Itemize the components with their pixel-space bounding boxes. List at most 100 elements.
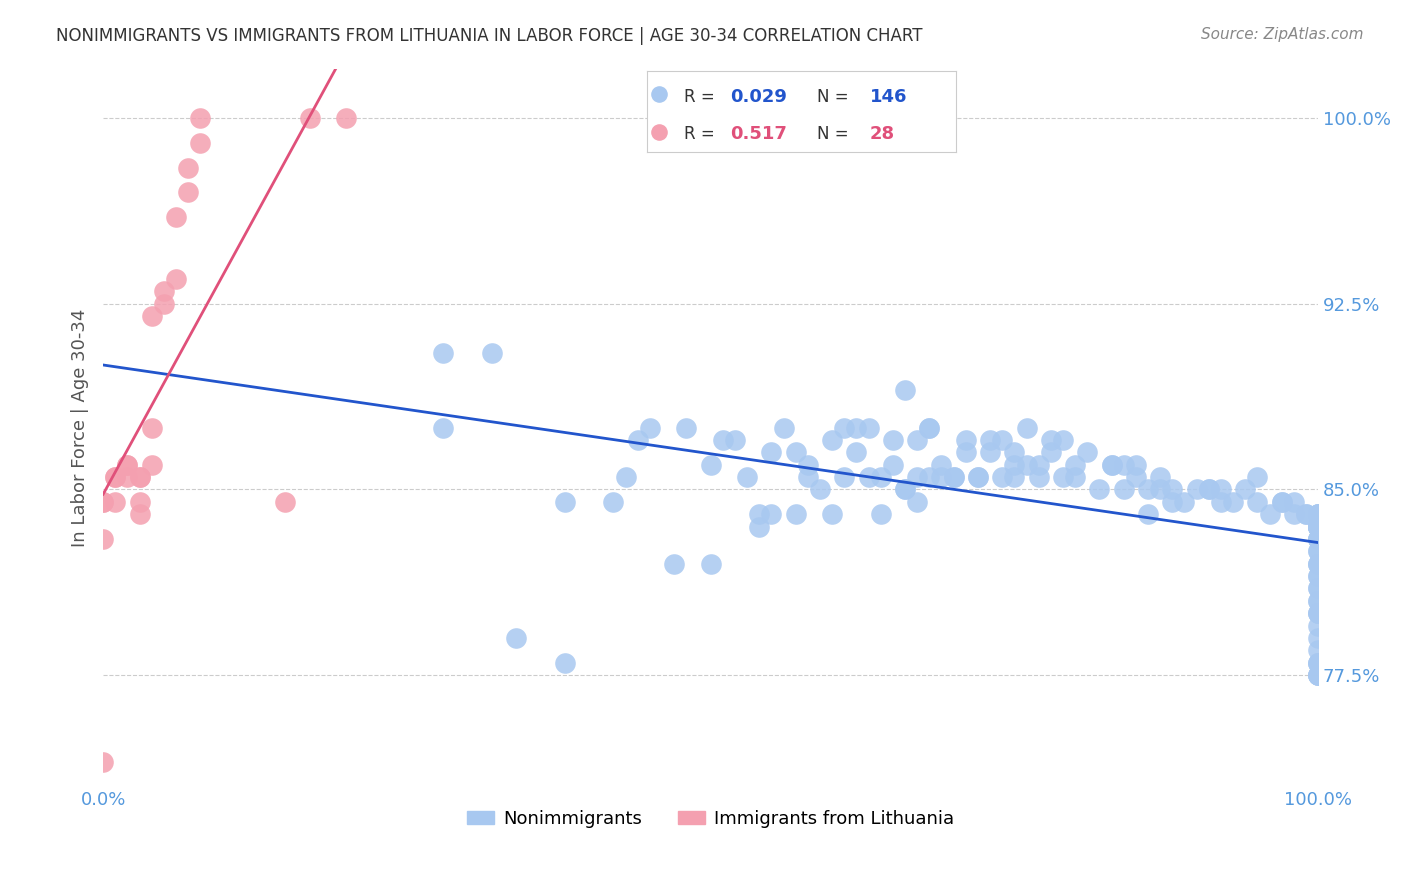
Point <box>1039 445 1062 459</box>
Point <box>153 296 176 310</box>
Point <box>274 495 297 509</box>
Point <box>1308 668 1330 682</box>
Point <box>1028 470 1050 484</box>
Point <box>942 470 965 484</box>
Point <box>748 507 770 521</box>
Point <box>894 483 917 497</box>
Point <box>117 458 139 472</box>
Point <box>1295 507 1317 521</box>
Point <box>931 470 953 484</box>
Point <box>711 433 734 447</box>
Point <box>1308 519 1330 533</box>
Point <box>298 111 321 125</box>
Point <box>991 433 1014 447</box>
Point <box>821 507 844 521</box>
Point <box>785 445 807 459</box>
Point <box>1308 656 1330 670</box>
Point <box>1002 470 1025 484</box>
Point <box>1308 618 1330 632</box>
Point <box>1308 569 1330 583</box>
Point <box>614 470 637 484</box>
Point <box>869 507 891 521</box>
Point <box>1308 606 1330 620</box>
Point <box>432 346 454 360</box>
Point <box>1308 519 1330 533</box>
Point <box>1125 458 1147 472</box>
Point <box>1209 495 1232 509</box>
Point <box>699 557 721 571</box>
Point <box>1101 458 1123 472</box>
Point <box>128 470 150 484</box>
Point <box>991 470 1014 484</box>
Text: N =: N = <box>817 88 853 106</box>
Point <box>761 445 783 459</box>
Point <box>141 420 163 434</box>
Point <box>1308 507 1330 521</box>
Point <box>1222 495 1244 509</box>
Point <box>882 433 904 447</box>
Point <box>1308 507 1330 521</box>
Point <box>1173 495 1195 509</box>
Point <box>481 346 503 360</box>
Point <box>1234 483 1257 497</box>
Point <box>845 420 868 434</box>
Point <box>91 532 114 546</box>
Point <box>602 495 624 509</box>
Point <box>128 495 150 509</box>
Point <box>1161 483 1184 497</box>
Point <box>979 445 1001 459</box>
Point <box>128 470 150 484</box>
Point <box>1137 483 1160 497</box>
Point <box>1308 507 1330 521</box>
Point <box>955 445 977 459</box>
Point <box>177 161 200 175</box>
Point <box>91 495 114 509</box>
Point <box>1308 631 1330 645</box>
Point <box>1308 656 1330 670</box>
Point <box>1308 532 1330 546</box>
Point <box>832 470 855 484</box>
Point <box>1308 668 1330 682</box>
Point <box>1112 483 1135 497</box>
Point <box>1064 470 1087 484</box>
Point <box>1002 458 1025 472</box>
Point <box>979 433 1001 447</box>
Point <box>554 495 576 509</box>
Text: Source: ZipAtlas.com: Source: ZipAtlas.com <box>1201 27 1364 42</box>
Text: R =: R = <box>683 125 720 143</box>
Point <box>772 420 794 434</box>
Point <box>1308 668 1330 682</box>
Point <box>808 483 831 497</box>
Point <box>1088 483 1111 497</box>
Point <box>797 470 820 484</box>
Point <box>894 483 917 497</box>
Point <box>1258 507 1281 521</box>
Point <box>1308 544 1330 558</box>
Point <box>664 557 686 571</box>
Point <box>821 433 844 447</box>
Point <box>1282 507 1305 521</box>
Point <box>1015 458 1038 472</box>
Point <box>1308 557 1330 571</box>
Point <box>1125 470 1147 484</box>
Point <box>869 470 891 484</box>
Point <box>1308 519 1330 533</box>
Point <box>1076 445 1098 459</box>
Point <box>188 136 211 150</box>
Legend: Nonimmigrants, Immigrants from Lithuania: Nonimmigrants, Immigrants from Lithuania <box>460 803 962 835</box>
Text: 28: 28 <box>869 125 894 143</box>
Point <box>724 433 747 447</box>
Point <box>699 458 721 472</box>
Point <box>141 458 163 472</box>
Point <box>1002 445 1025 459</box>
Point <box>1308 594 1330 608</box>
Point <box>627 433 650 447</box>
Point <box>554 656 576 670</box>
Y-axis label: In Labor Force | Age 30-34: In Labor Force | Age 30-34 <box>72 309 89 547</box>
Point <box>882 458 904 472</box>
Point <box>955 433 977 447</box>
Point <box>432 420 454 434</box>
Text: 0.517: 0.517 <box>730 125 787 143</box>
Text: 146: 146 <box>869 88 907 106</box>
Point <box>1308 668 1330 682</box>
